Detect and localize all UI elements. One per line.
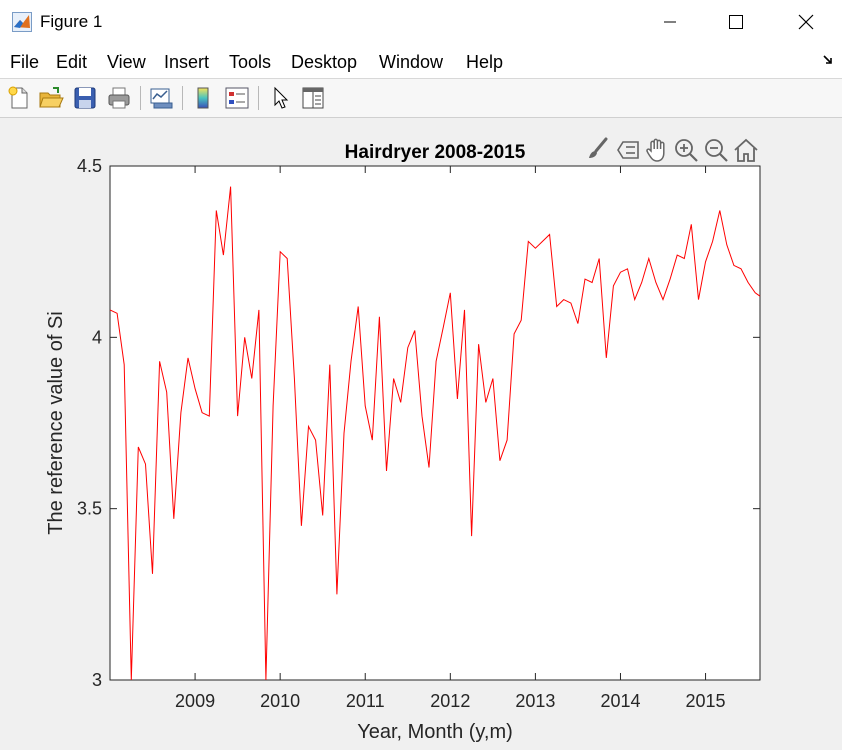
save-icon[interactable] — [72, 85, 98, 111]
x-tick-label: 2012 — [430, 691, 470, 711]
data-tips-icon[interactable] — [614, 136, 642, 164]
menu-tools[interactable]: Tools — [229, 52, 272, 72]
menu-edit[interactable]: Edit — [56, 52, 88, 72]
close-icon — [798, 14, 814, 30]
x-tick-label: 2010 — [260, 691, 300, 711]
y-tick-label: 4 — [92, 327, 102, 347]
zoom-in-icon[interactable] — [672, 136, 700, 164]
window-titlebar: Figure 1 — [0, 0, 842, 45]
x-tick-label: 2009 — [175, 691, 215, 711]
menu-desktop[interactable]: Desktop — [291, 52, 358, 72]
toolbar-separator — [140, 86, 141, 110]
axes-background[interactable] — [109, 165, 761, 681]
x-tick-label: 2015 — [686, 691, 726, 711]
toolbar-separator — [182, 86, 183, 110]
zoom-out-icon[interactable] — [702, 136, 730, 164]
menu-help[interactable]: Help — [466, 52, 504, 72]
x-axis-label: Year, Month (y,m) — [357, 721, 513, 743]
axes-ticks: 2009 2010 2011 2012 2013 2014 2015 3 3.5 4 4.5 — [77, 156, 760, 711]
y-tick-label: 3 — [92, 670, 102, 690]
minimize-button[interactable] — [640, 0, 700, 44]
y-axis-label: The reference value of Si — [45, 311, 67, 534]
x-tick-label: 2014 — [600, 691, 640, 711]
chart-title: Hairdryer 2008-2015 — [345, 142, 526, 163]
brush-icon[interactable] — [584, 136, 612, 164]
edit-plot-arrow-icon[interactable] — [268, 85, 294, 111]
x-tick-label: 2011 — [346, 691, 385, 711]
property-inspector-icon[interactable] — [300, 85, 326, 111]
new-figure-icon[interactable] — [6, 85, 32, 111]
open-file-icon[interactable] — [38, 85, 64, 111]
colorbar-icon[interactable] — [190, 85, 216, 111]
matlab-logo-icon — [12, 12, 32, 32]
link-plot-icon[interactable] — [148, 85, 174, 111]
dock-arrow-icon[interactable] — [822, 54, 834, 66]
legend-icon[interactable] — [224, 85, 250, 111]
series-line — [109, 186, 761, 681]
window-title: Figure 1 — [40, 12, 103, 31]
close-button[interactable] — [776, 0, 836, 44]
menu-view[interactable]: View — [107, 52, 146, 72]
menu-window[interactable]: Window — [379, 52, 444, 72]
maximize-button[interactable] — [706, 0, 766, 44]
print-icon[interactable] — [106, 85, 132, 111]
menu-insert[interactable]: Insert — [164, 52, 210, 72]
x-tick-label: 2013 — [515, 691, 555, 711]
menu-bar: File Edit View Insert Tools Desktop Wind… — [0, 44, 842, 78]
restore-home-icon[interactable] — [732, 136, 760, 164]
toolbar-separator — [258, 86, 259, 110]
menu-file[interactable]: File — [10, 52, 40, 72]
maximize-icon — [729, 15, 743, 29]
y-tick-label: 3.5 — [77, 499, 102, 519]
minimize-icon — [664, 21, 676, 23]
y-tick-label: 4.5 — [77, 156, 102, 176]
figure-toolbar — [0, 78, 842, 118]
figure-canvas[interactable]: 2009 2010 2011 2012 2013 2014 2015 3 3.5 4 4.5 Hai… — [0, 117, 842, 750]
pan-hand-icon[interactable] — [643, 136, 671, 164]
